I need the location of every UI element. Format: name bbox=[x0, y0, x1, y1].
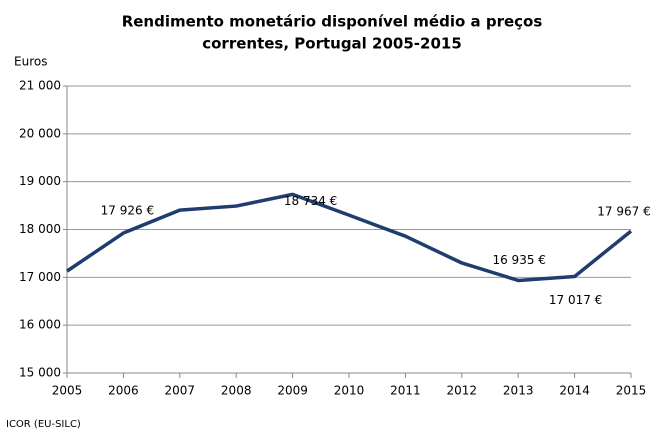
chart-title: Rendimento monetário disponível médio a … bbox=[122, 13, 543, 31]
x-tick-label: 2008 bbox=[221, 384, 252, 398]
y-tick-label: 17 000 bbox=[19, 270, 61, 284]
x-tick-label: 2015 bbox=[616, 384, 647, 398]
y-tick-label: 21 000 bbox=[19, 79, 61, 93]
y-tick-label: 15 000 bbox=[19, 366, 61, 380]
data-label: 18 734 € bbox=[284, 194, 337, 208]
y-tick-label: 20 000 bbox=[19, 126, 61, 140]
data-label: 16 935 € bbox=[492, 253, 545, 267]
x-tick-label: 2012 bbox=[447, 384, 478, 398]
chart-title: correntes, Portugal 2005-2015 bbox=[202, 35, 462, 53]
data-label: 17 017 € bbox=[549, 293, 602, 307]
source: ICOR (EU-SILC) bbox=[6, 419, 81, 430]
x-tick-label: 2011 bbox=[390, 384, 421, 398]
x-tick-label: 2005 bbox=[52, 384, 83, 398]
x-tick-label: 2007 bbox=[165, 384, 196, 398]
x-tick-label: 2014 bbox=[559, 384, 590, 398]
data-label: 17 926 € bbox=[101, 204, 154, 218]
data-label: 17 967 € bbox=[597, 205, 650, 219]
y-tick-label: 19 000 bbox=[19, 174, 61, 188]
x-tick-label: 2010 bbox=[334, 384, 365, 398]
y-tick-label: 18 000 bbox=[19, 222, 61, 236]
x-tick-label: 2009 bbox=[277, 384, 308, 398]
x-tick-label: 2013 bbox=[503, 384, 534, 398]
x-tick-label: 2006 bbox=[108, 384, 139, 398]
line bbox=[66, 192, 633, 283]
y-axis-label: Euros bbox=[14, 55, 47, 69]
y-tick-label: 16 000 bbox=[19, 318, 61, 332]
